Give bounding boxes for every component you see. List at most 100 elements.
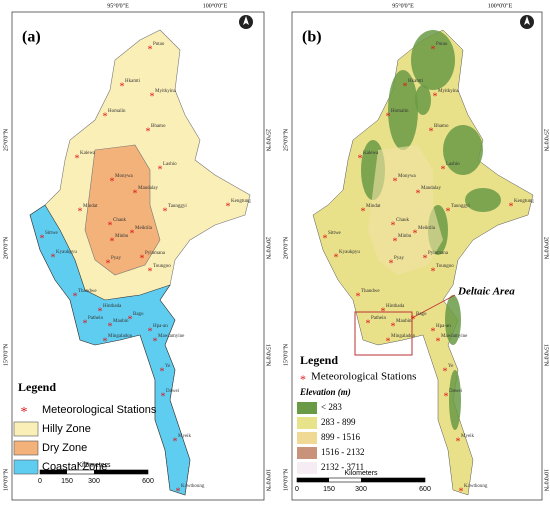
station-name: Dawei bbox=[166, 389, 180, 394]
station-name: Kyaukpyu bbox=[339, 250, 360, 255]
station-name: Pathein bbox=[371, 316, 386, 321]
longitude-label: 100°0'0"E bbox=[488, 2, 513, 9]
station-name: Myitkyina bbox=[155, 89, 177, 94]
station-name: Minbu bbox=[115, 234, 129, 239]
longitude-label: 95°0'0"E bbox=[392, 2, 414, 9]
dry-zone bbox=[84, 144, 161, 276]
latitude-label: 25°0'0"N bbox=[282, 128, 289, 151]
station-marker: * bbox=[411, 314, 416, 325]
legend-title: Legend bbox=[18, 380, 56, 394]
scale-unit: Kilometers bbox=[344, 470, 378, 477]
scale-tick-label: 300 bbox=[355, 486, 367, 493]
longitude-label: 95°0'0"E bbox=[107, 2, 129, 9]
station-marker: * bbox=[148, 44, 153, 55]
station-name: Monywa bbox=[398, 174, 417, 179]
scale-segment bbox=[40, 470, 67, 474]
station-name: Bago bbox=[416, 312, 427, 317]
legend-label: 899 - 1516 bbox=[321, 432, 360, 442]
station-marker: * bbox=[75, 153, 80, 164]
station-marker: * bbox=[73, 291, 78, 302]
station-marker: * bbox=[51, 252, 56, 263]
annotation-leader bbox=[411, 294, 456, 319]
latitude-label: 10°0'0"N bbox=[282, 468, 289, 491]
station-name: Dawei bbox=[449, 389, 463, 394]
station-name: Pathein bbox=[88, 316, 103, 321]
station-marker: * bbox=[108, 220, 113, 231]
station-marker: * bbox=[78, 206, 83, 217]
station-name: Mingaladon bbox=[391, 334, 416, 339]
legend-label: Hilly Zone bbox=[42, 423, 91, 435]
station-marker: * bbox=[413, 228, 418, 239]
station-marker: * bbox=[381, 306, 386, 317]
station-marker: * bbox=[120, 81, 125, 92]
station-name: Kawthoung bbox=[181, 484, 205, 489]
panel-frame bbox=[291, 11, 543, 501]
station-marker: * bbox=[433, 91, 438, 102]
station-marker: * bbox=[436, 336, 441, 347]
station-name: Mindat bbox=[366, 204, 381, 209]
station-marker: * bbox=[386, 111, 391, 122]
station-name: Kengtung bbox=[514, 199, 534, 204]
legend-label: 1516 - 2132 bbox=[321, 447, 365, 457]
lowland bbox=[368, 145, 443, 275]
station-marker: * bbox=[358, 153, 363, 164]
station-marker: * bbox=[148, 326, 153, 337]
latitude-label: 20°0'0"N bbox=[265, 237, 272, 260]
station-marker: * bbox=[444, 391, 449, 402]
station-marker: * bbox=[103, 111, 108, 122]
coastal-zone bbox=[29, 204, 191, 496]
station-marker: * bbox=[509, 201, 514, 212]
station-name: Pyay bbox=[394, 256, 405, 261]
station-name: Pyinmana bbox=[145, 251, 166, 256]
station-name: Minbu bbox=[398, 234, 412, 239]
station-marker: * bbox=[110, 176, 115, 187]
elevation-patch bbox=[449, 370, 461, 430]
station-name: Homalin bbox=[108, 109, 126, 114]
legend-label: Dry Zone bbox=[42, 442, 87, 454]
scale-unit: Kilometers bbox=[77, 462, 111, 469]
legend-label: 283 - 899 bbox=[321, 417, 356, 427]
elevation-patch bbox=[415, 85, 431, 115]
scale-tick-label: 300 bbox=[88, 478, 100, 485]
legend-swatch bbox=[13, 421, 39, 437]
latitude-label: 15°0'0"N bbox=[282, 343, 289, 366]
panel-label: (b) bbox=[302, 29, 322, 46]
annotation: Deltaic Area bbox=[457, 286, 515, 298]
station-name: Toungoo bbox=[153, 264, 171, 269]
latitude-label: 20°0'0"N bbox=[2, 236, 9, 259]
station-name: Myitkyina bbox=[438, 89, 460, 94]
station-name: Bago bbox=[133, 312, 144, 317]
station-marker: * bbox=[356, 291, 361, 302]
latitude-label: 25°0'0"N bbox=[2, 128, 9, 151]
elevation-patch bbox=[445, 295, 461, 345]
station-name: Maubin bbox=[396, 319, 412, 324]
panel-frame bbox=[11, 11, 265, 501]
station-marker: * bbox=[403, 81, 408, 92]
latitude-label: 10°0'0"N bbox=[2, 468, 9, 491]
legend-swatch bbox=[297, 417, 317, 429]
station-marker: * bbox=[431, 44, 436, 55]
station-marker: * bbox=[110, 236, 115, 247]
station-marker: * bbox=[140, 253, 145, 264]
legend-swatch bbox=[297, 402, 317, 414]
station-marker: * bbox=[150, 91, 155, 102]
station-name: Pyinmana bbox=[428, 251, 449, 256]
station-name: Bhamo bbox=[151, 124, 166, 129]
station-name: Toungoo bbox=[436, 264, 454, 269]
station-name: Hkamti bbox=[125, 79, 141, 84]
station-name: Thandwe bbox=[78, 289, 97, 294]
station-marker: * bbox=[393, 176, 398, 187]
station-marker: * bbox=[161, 391, 166, 402]
station-marker: * bbox=[456, 436, 461, 447]
station-marker: * bbox=[173, 436, 178, 447]
legend-swatch bbox=[297, 432, 317, 444]
scale-tick-label: 0 bbox=[38, 478, 42, 485]
elevation-patch bbox=[411, 30, 455, 90]
station-marker: * bbox=[431, 266, 436, 277]
station-marker: * bbox=[431, 326, 436, 337]
station-name: Mawlamyine bbox=[441, 334, 468, 339]
station-name: Myeik bbox=[178, 434, 192, 439]
station-marker: * bbox=[391, 220, 396, 231]
station-name: Sittwe bbox=[45, 231, 59, 236]
